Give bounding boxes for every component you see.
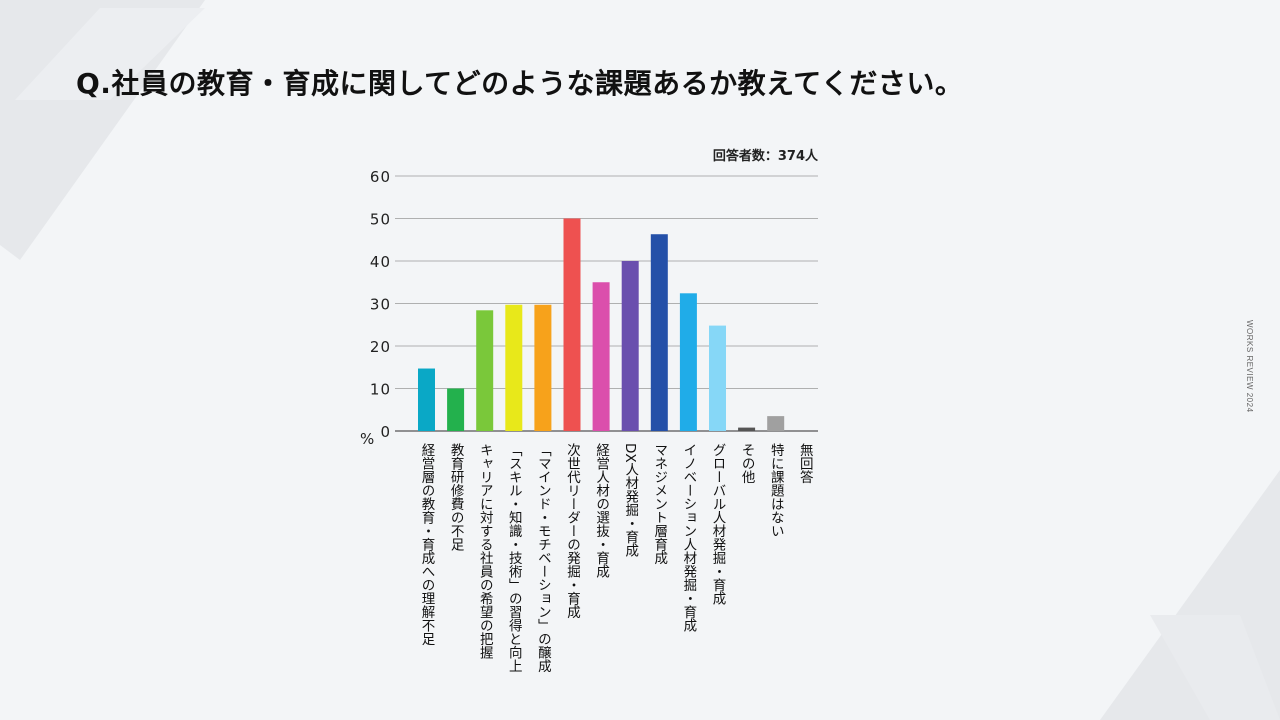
x-tick-label-9: マネジメント層育成 (651, 443, 668, 566)
y-tick-label-30: 30 (370, 296, 391, 314)
bar-1 (418, 368, 435, 431)
x-tick-label-4: 「スキル・知識・技術」の習得と向上 (506, 443, 523, 673)
bar-2 (447, 388, 465, 431)
x-tick-label-11: グローバル人材発掘・育成 (710, 443, 727, 607)
x-tick-label-13: 特に課題はない (768, 443, 785, 538)
bar-6 (563, 218, 581, 431)
bar-13 (767, 416, 785, 431)
y-tick-label-10: 10 (370, 381, 391, 399)
x-tick-label-12: その他 (739, 443, 756, 485)
bar-10 (679, 293, 697, 431)
x-tick-label-7: 経営人材の選抜・育成 (593, 443, 610, 580)
bar-9 (650, 234, 668, 431)
respondents-label: 回答者数：374人 (713, 148, 819, 164)
x-tick-label-3: キャリアに対する社員の希望の把握 (477, 443, 494, 660)
y-tick-label-0: 0 (380, 423, 391, 441)
bar-4 (505, 304, 523, 431)
x-tick-label-2: 教育研修費の不足 (448, 443, 465, 553)
bar-5 (534, 304, 552, 431)
x-tick-label-8: DX人材発掘・育成 (622, 443, 639, 559)
y-tick-label-40: 40 (370, 253, 391, 271)
y-tick-label-50: 50 (370, 211, 391, 229)
x-tick-label-5: 「マインド・モチベーション」の醸成 (535, 443, 552, 674)
page-title: Q.社員の教育・育成に関してどのような課題あるか教えてください。 (76, 67, 964, 100)
bar-12 (738, 427, 756, 431)
bar-11 (709, 325, 726, 431)
x-tick-label-6: 次世代リーダーの発掘・育成 (564, 443, 581, 620)
side-watermark: WORKS REVIEW 2024 (1245, 320, 1254, 413)
x-tick-label-10: イノベーション人材発掘・育成 (680, 443, 697, 633)
x-tick-label-14: 無回答 (797, 443, 814, 484)
y-unit-label: % (360, 430, 374, 448)
y-tick-label-60: 60 (370, 168, 391, 186)
bar-3 (476, 310, 494, 431)
bar-8 (621, 261, 639, 431)
x-tick-label-1: 経営層の教育・育成への理解不足 (419, 443, 436, 647)
bar-7 (592, 282, 610, 431)
y-tick-label-20: 20 (370, 338, 391, 356)
